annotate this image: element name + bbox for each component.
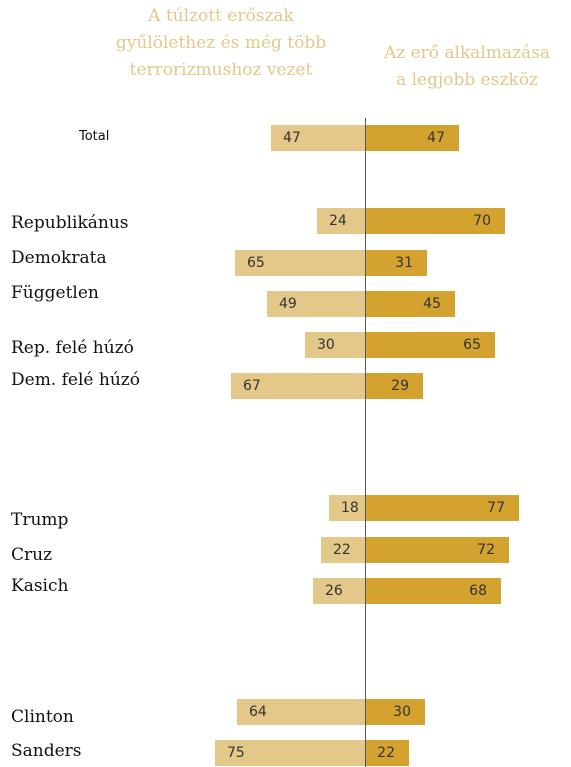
- bar-left-value: 49: [279, 296, 297, 312]
- row-label: Dem. felé húzó: [11, 370, 140, 390]
- bar-left: 64: [237, 699, 365, 725]
- row-label: Rep. felé húzó: [11, 338, 134, 358]
- bar-right-value: 65: [463, 337, 481, 353]
- bar-right: 29: [365, 373, 423, 399]
- bar-right-value: 47: [427, 130, 445, 146]
- bar-left-value: 26: [325, 583, 343, 599]
- row-label: Republikánus: [11, 213, 129, 233]
- bar-left-value: 75: [227, 745, 245, 761]
- right-series-header: Az erő alkalmazása a legjobb eszköz: [366, 40, 568, 94]
- bar-left-value: 65: [247, 255, 265, 271]
- header-line: gyűlölethez és még több: [115, 33, 327, 53]
- bar-right-value: 77: [487, 500, 505, 516]
- bar-left: 49: [267, 291, 365, 317]
- bar-right-value: 72: [477, 542, 495, 558]
- row-label: Cruz: [11, 545, 53, 565]
- bar-right: 72: [365, 537, 509, 563]
- bar-right-value: 31: [395, 255, 413, 271]
- row-label: Sanders: [11, 741, 82, 761]
- bar-left: 65: [235, 250, 365, 276]
- bar-right: 47: [365, 125, 459, 151]
- bar-left: 24: [317, 208, 365, 234]
- bar-right-value: 29: [391, 378, 409, 394]
- bar-right: 31: [365, 250, 427, 276]
- row-label: Demokrata: [11, 248, 107, 268]
- bar-right: 68: [365, 578, 501, 604]
- bar-left-value: 64: [249, 704, 267, 720]
- bar-right: 30: [365, 699, 425, 725]
- center-axis-line: [365, 118, 366, 767]
- bar-left: 47: [271, 125, 365, 151]
- bar-left-value: 18: [341, 500, 359, 516]
- header-line: A túlzott erőszak: [148, 6, 294, 26]
- header-line: terrorizmushoz vezet: [129, 60, 313, 80]
- bar-right-value: 70: [473, 213, 491, 229]
- bar-left: 30: [305, 332, 365, 358]
- header-line: a legjobb eszköz: [396, 70, 538, 90]
- header-line: Az erő alkalmazása: [383, 43, 551, 63]
- bar-right-value: 68: [469, 583, 487, 599]
- bar-right-value: 45: [423, 296, 441, 312]
- bar-right: 22: [365, 740, 409, 766]
- bar-left-value: 30: [317, 337, 335, 353]
- row-label: Kasich: [11, 576, 69, 596]
- bar-right-value: 30: [393, 704, 411, 720]
- bar-right: 70: [365, 208, 505, 234]
- row-label: Trump: [11, 510, 69, 530]
- row-label: Total: [79, 129, 110, 144]
- bar-left-value: 24: [329, 213, 347, 229]
- bar-left: 22: [321, 537, 365, 563]
- bar-left-value: 67: [243, 378, 261, 394]
- bar-right: 65: [365, 332, 495, 358]
- row-label: Clinton: [11, 707, 74, 727]
- bar-left: 75: [215, 740, 365, 766]
- bar-right: 77: [365, 495, 519, 521]
- bar-left-value: 22: [333, 542, 351, 558]
- bar-left-value: 47: [283, 130, 301, 146]
- bar-left: 26: [313, 578, 365, 604]
- row-label: Független: [11, 283, 99, 303]
- bar-right: 45: [365, 291, 455, 317]
- bar-right-value: 22: [377, 745, 395, 761]
- bar-left: 18: [329, 495, 365, 521]
- bar-left: 67: [231, 373, 365, 399]
- left-series-header: A túlzott erőszak gyűlölethez és még több…: [76, 3, 366, 84]
